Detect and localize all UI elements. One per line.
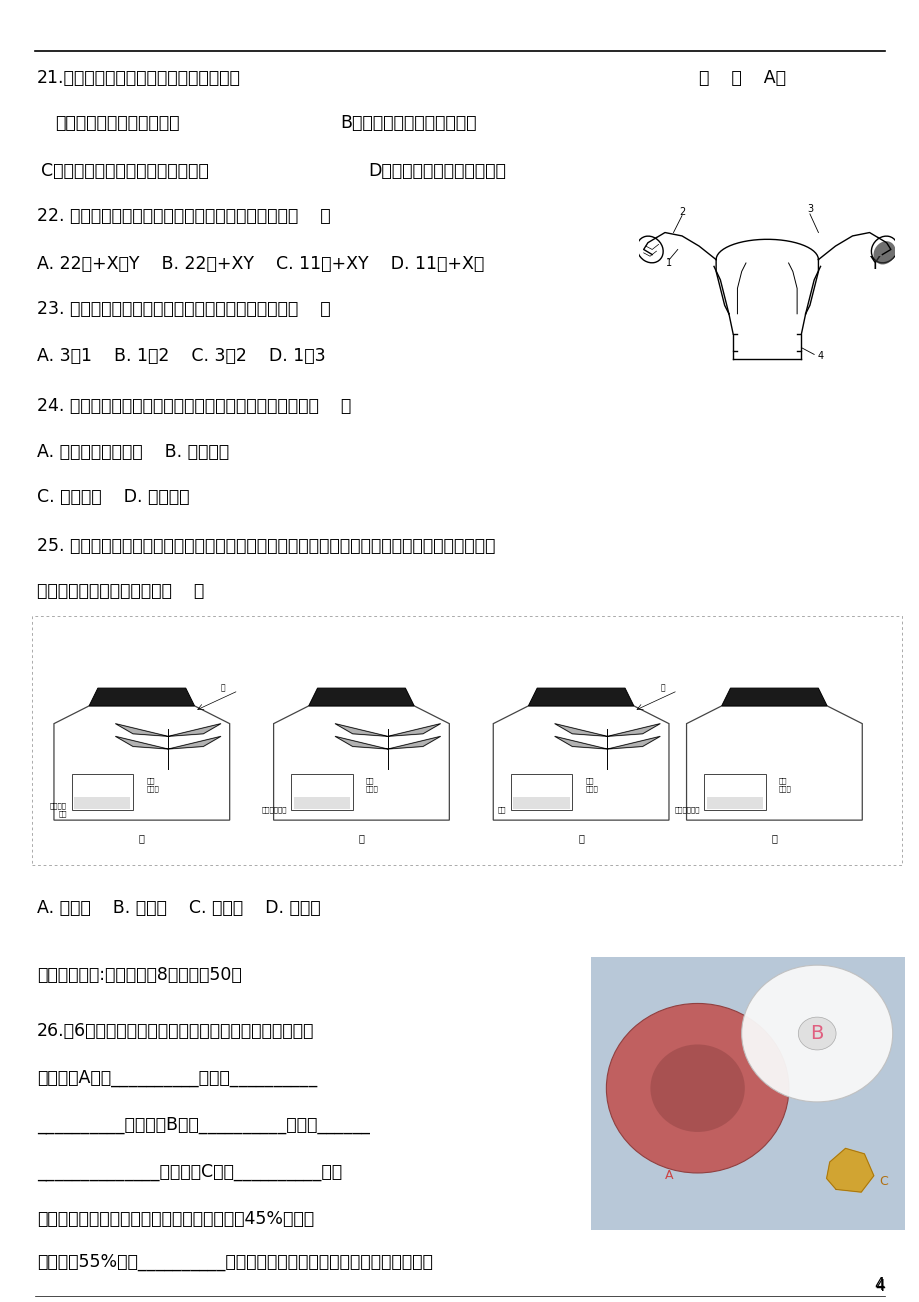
Polygon shape: [388, 737, 440, 749]
Text: 氢氧化钠
溶液: 氢氧化钠 溶液: [50, 803, 67, 818]
Text: 二、非选择题:本大题包括8小题，共50分: 二、非选择题:本大题包括8小题，共50分: [37, 966, 242, 984]
Text: 型，图中A代表__________，具有__________: 型，图中A代表__________，具有__________: [37, 1069, 317, 1087]
Text: C: C: [878, 1174, 887, 1187]
Polygon shape: [607, 724, 660, 737]
Text: ______________的功能；C代表__________，具: ______________的功能；C代表__________，具: [37, 1163, 342, 1181]
Text: 4: 4: [817, 352, 823, 361]
Text: 光: 光: [660, 684, 664, 693]
Text: A. 微生物的分解作用    B. 呼吸作用: A. 微生物的分解作用 B. 呼吸作用: [37, 443, 229, 461]
Polygon shape: [168, 737, 221, 749]
Text: 1: 1: [665, 258, 672, 268]
Text: 清水: 清水: [497, 807, 505, 814]
Text: A. 3、1    B. 1、2    C. 3、2    D. 1、3: A. 3、1 B. 1、2 C. 3、2 D. 1、3: [37, 346, 325, 365]
Text: __________的功能；B代表__________，具有______: __________的功能；B代表__________，具有______: [37, 1116, 369, 1134]
Text: 25. 现有四套实验装置，若要验证植物的光合作用需要二氧化碳，（注：氢氧化钠溶液吸收二氧化: 25. 现有四套实验装置，若要验证植物的光合作用需要二氧化碳，（注：氢氧化钠溶液…: [37, 536, 494, 555]
Text: （    ）    A、: （ ） A、: [698, 69, 786, 87]
Ellipse shape: [650, 1044, 744, 1131]
Polygon shape: [116, 724, 168, 737]
Text: A. 22条+X或Y    B. 22条+XY    C. 11对+XY    D. 11对+X或: A. 22条+X或Y B. 22条+XY C. 11对+XY D. 11对+X或: [37, 255, 483, 273]
Polygon shape: [554, 737, 607, 749]
Text: C、为了尽快治好病，加大服用剂量: C、为了尽快治好病，加大服用剂量: [41, 161, 209, 180]
Text: 碳）则应选用的装置组合是（    ）: 碳）则应选用的装置组合是（ ）: [37, 582, 204, 600]
Text: 24. 下列生理活动中，可以使大气中的碳进入生物体的是（    ）: 24. 下列生理活动中，可以使大气中的碳进入生物体的是（ ）: [37, 397, 351, 415]
Polygon shape: [826, 1148, 873, 1193]
Text: 土壤
浸出液: 土壤 浸出液: [778, 777, 790, 792]
Text: 乙: 乙: [358, 833, 364, 842]
Text: 3: 3: [806, 204, 812, 214]
Ellipse shape: [872, 241, 894, 264]
Polygon shape: [720, 687, 826, 706]
Text: 21.关于抗生素的使用，以下做法正确的是: 21.关于抗生素的使用，以下做法正确的是: [37, 69, 241, 87]
Text: A: A: [664, 1169, 673, 1182]
Text: Y: Y: [869, 255, 880, 273]
Text: 丁: 丁: [771, 833, 777, 842]
Polygon shape: [335, 724, 388, 737]
Text: 有止血和凝血的功能；血细胞约占血液总量的45%，血液: 有止血和凝血的功能；血细胞约占血液总量的45%，血液: [37, 1210, 313, 1228]
Polygon shape: [89, 687, 194, 706]
Text: 22. 人体的生殖细胞中常染色体和性染色体的组成是（    ）: 22. 人体的生殖细胞中常染色体和性染色体的组成是（ ）: [37, 207, 330, 225]
Text: B: B: [810, 1025, 823, 1043]
Text: B、一发烧就自行服用抗生素: B、一发烧就自行服用抗生素: [340, 113, 476, 132]
Polygon shape: [388, 724, 440, 737]
Text: 23. 据右图，女性的主要生殖器官和受精场所分别是（    ）: 23. 据右图，女性的主要生殖器官和受精场所分别是（ ）: [37, 299, 330, 318]
Polygon shape: [554, 724, 607, 737]
Text: 丙: 丙: [577, 833, 584, 842]
FancyBboxPatch shape: [32, 616, 901, 865]
Polygon shape: [607, 737, 660, 749]
Polygon shape: [335, 737, 388, 749]
Text: C. 光合作用    D. 蒸腾作用: C. 光合作用 D. 蒸腾作用: [37, 488, 189, 506]
Text: A. 甲和丙    B. 乙和丙    C. 甲和乙    D. 乙和丁: A. 甲和丙 B. 乙和丙 C. 甲和乙 D. 乙和丁: [37, 898, 320, 917]
Ellipse shape: [606, 1004, 788, 1173]
Polygon shape: [168, 724, 221, 737]
Polygon shape: [528, 687, 633, 706]
Text: 土壤
浸出液: 土壤 浸出液: [366, 777, 379, 792]
Text: 4: 4: [874, 1279, 884, 1294]
Text: D、在医生的指导下正确使用: D、在医生的指导下正确使用: [368, 161, 505, 180]
Text: 2: 2: [678, 207, 685, 217]
Text: 定时服用抗生素以预防疾病: 定时服用抗生素以预防疾病: [55, 113, 179, 132]
Text: 4: 4: [874, 1276, 884, 1294]
Text: 澄清的石灰水: 澄清的石灰水: [674, 807, 699, 814]
Polygon shape: [116, 737, 168, 749]
Text: 甲: 甲: [139, 833, 144, 842]
Text: 中还有约55%的是__________，具有运载血细胞，运输养料和废物的功能。: 中还有约55%的是__________，具有运载血细胞，运输养料和废物的功能。: [37, 1253, 432, 1271]
Polygon shape: [309, 687, 414, 706]
Ellipse shape: [741, 965, 891, 1101]
Text: 光: 光: [221, 684, 225, 693]
Text: 土壤
浸出液: 土壤 浸出液: [146, 777, 159, 792]
Text: 澄清的石灰水: 澄清的石灰水: [261, 807, 287, 814]
Ellipse shape: [798, 1017, 835, 1049]
Text: 26.（6分）下图是小红同学利用超级粘土制作的血细胞模: 26.（6分）下图是小红同学利用超级粘土制作的血细胞模: [37, 1022, 313, 1040]
Text: 土壤
浸出液: 土壤 浸出液: [584, 777, 597, 792]
